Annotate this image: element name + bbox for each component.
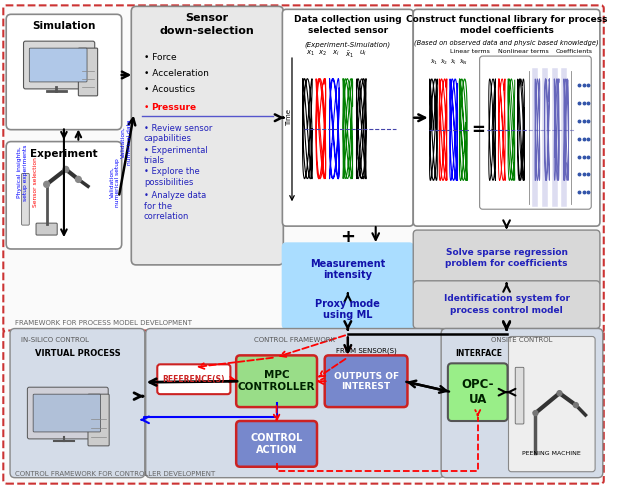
Text: Experiment: Experiment (30, 149, 98, 158)
FancyBboxPatch shape (33, 394, 100, 432)
Text: OPC-
UA: OPC- UA (462, 378, 494, 406)
Text: Construct functional library for process
model coefficients: Construct functional library for process… (406, 15, 607, 35)
FancyBboxPatch shape (6, 14, 122, 130)
Circle shape (75, 177, 81, 183)
FancyBboxPatch shape (36, 223, 57, 235)
Circle shape (44, 182, 50, 187)
FancyBboxPatch shape (6, 142, 122, 249)
Text: OUTPUTS OF
INTEREST: OUTPUTS OF INTEREST (333, 371, 399, 391)
Text: $u_i$: $u_i$ (359, 49, 367, 59)
FancyBboxPatch shape (3, 5, 604, 333)
Text: =: = (471, 121, 485, 139)
Text: ONSITE CONTROL: ONSITE CONTROL (491, 338, 553, 343)
FancyBboxPatch shape (325, 355, 408, 407)
FancyBboxPatch shape (509, 337, 595, 472)
FancyBboxPatch shape (283, 9, 413, 226)
FancyBboxPatch shape (78, 48, 97, 96)
Text: Measurement
intensity: Measurement intensity (310, 259, 386, 280)
Text: Data collection using
selected sensor: Data collection using selected sensor (294, 15, 402, 35)
FancyBboxPatch shape (283, 243, 413, 296)
Text: $\hat{x}_1$: $\hat{x}_1$ (430, 57, 438, 67)
FancyBboxPatch shape (448, 363, 507, 421)
FancyBboxPatch shape (30, 48, 87, 82)
Text: Validation,
numerical data: Validation, numerical data (121, 120, 132, 165)
Text: $x_1$: $x_1$ (306, 49, 315, 59)
Text: • Explore the
possibilities: • Explore the possibilities (144, 167, 200, 187)
Circle shape (63, 166, 68, 172)
Text: IN-SILICO CONTROL: IN-SILICO CONTROL (21, 338, 89, 343)
Text: • Experimental
trials: • Experimental trials (144, 146, 207, 165)
Text: CONTROL
ACTION: CONTROL ACTION (251, 433, 303, 455)
Text: Identification system for
process control model: Identification system for process contro… (443, 294, 570, 315)
Text: $\hat{x}_N$: $\hat{x}_N$ (458, 57, 468, 67)
Text: Proxy mode
using ML: Proxy mode using ML (315, 299, 380, 320)
FancyBboxPatch shape (480, 56, 591, 209)
Text: FRAMEWORK FOR PROCESS MODEL DEVELOPMENT: FRAMEWORK FOR PROCESS MODEL DEVELOPMENT (15, 319, 192, 326)
Text: Nonlinear terms: Nonlinear terms (497, 49, 548, 54)
FancyBboxPatch shape (3, 331, 604, 484)
FancyBboxPatch shape (283, 291, 413, 329)
FancyBboxPatch shape (10, 329, 145, 478)
Text: $\hat{x}_i$: $\hat{x}_i$ (450, 57, 457, 67)
FancyBboxPatch shape (21, 173, 30, 225)
Text: Time: Time (286, 109, 292, 126)
FancyBboxPatch shape (157, 365, 230, 394)
Text: $\hat{x}_2$: $\hat{x}_2$ (440, 57, 448, 67)
FancyBboxPatch shape (413, 9, 600, 226)
Circle shape (557, 391, 562, 396)
FancyBboxPatch shape (413, 281, 600, 329)
FancyBboxPatch shape (236, 421, 317, 467)
Text: • Acceleration: • Acceleration (144, 69, 208, 78)
Text: • Acoustics: • Acoustics (144, 85, 195, 94)
Text: Pressure: Pressure (151, 103, 197, 112)
FancyBboxPatch shape (28, 387, 108, 439)
FancyBboxPatch shape (236, 355, 317, 407)
Text: • Analyze data
for the
correlation: • Analyze data for the correlation (144, 191, 206, 221)
Text: •: • (144, 103, 152, 112)
Text: $x_2$: $x_2$ (318, 49, 327, 59)
Text: FROM SENSOR(S): FROM SENSOR(S) (336, 348, 396, 354)
FancyBboxPatch shape (515, 368, 524, 424)
Circle shape (533, 410, 538, 416)
Text: INTERFACE: INTERFACE (455, 349, 502, 358)
FancyBboxPatch shape (441, 329, 603, 478)
FancyBboxPatch shape (23, 41, 95, 89)
Text: Validation,
numerical setup: Validation, numerical setup (109, 158, 121, 207)
FancyBboxPatch shape (88, 394, 109, 446)
Text: Sensor
down-selection: Sensor down-selection (160, 13, 255, 36)
Text: CONTROL FRAMEWORK: CONTROL FRAMEWORK (254, 338, 335, 343)
FancyBboxPatch shape (146, 329, 444, 478)
Text: • Force: • Force (144, 53, 176, 62)
Text: CONTROL FRAMEWORK FOR CONTROLLER DEVELOPMENT: CONTROL FRAMEWORK FOR CONTROLLER DEVELOP… (15, 471, 215, 477)
Text: Coefficients: Coefficients (555, 49, 592, 54)
Text: PEENING MACHINE: PEENING MACHINE (522, 451, 581, 456)
Text: • Review sensor
capabilities: • Review sensor capabilities (144, 123, 212, 143)
Text: (Experiment-Simulation): (Experiment-Simulation) (305, 41, 391, 48)
Text: Linear terms: Linear terms (450, 49, 490, 54)
Circle shape (573, 402, 578, 407)
Text: (Based on observed data and physic based knowledge): (Based on observed data and physic based… (414, 39, 599, 46)
Text: Sensor selection: Sensor selection (33, 157, 38, 207)
Text: VIRTUAL PROCESS: VIRTUAL PROCESS (35, 349, 120, 358)
Text: REFERENCE(S): REFERENCE(S) (163, 375, 225, 384)
Text: MPC
CONTROLLER: MPC CONTROLLER (238, 370, 315, 392)
FancyBboxPatch shape (413, 230, 600, 286)
Text: Physical insights,
setup experiments: Physical insights, setup experiments (17, 144, 28, 201)
Text: Simulation: Simulation (32, 21, 95, 31)
Text: $x_i$: $x_i$ (332, 49, 340, 59)
Text: $\bar{x}_1$: $\bar{x}_1$ (345, 49, 354, 60)
FancyBboxPatch shape (131, 6, 283, 265)
Text: +: + (340, 228, 355, 246)
Text: Solve sparse regression
problem for coefficients: Solve sparse regression problem for coef… (445, 247, 568, 268)
